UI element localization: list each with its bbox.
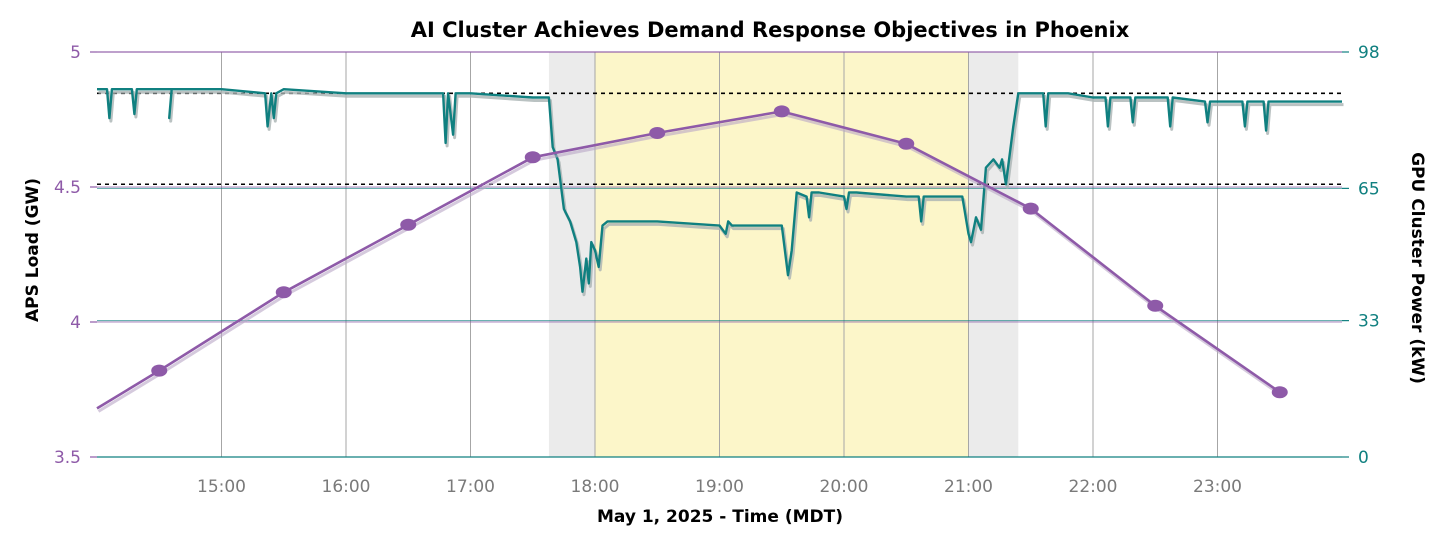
- tick-labels: 15:00 16:00 17:00 18:00 19:00 20:00 21:00 22:00…: [54, 43, 1380, 497]
- y-right-tick-label: 65: [1358, 179, 1380, 199]
- x-tick-label: 18:00: [571, 477, 620, 497]
- y-right-axis-title: GPU Cluster Power (kW): [1407, 152, 1427, 384]
- gpu-series-line: [97, 87, 1342, 293]
- aps-point: [151, 364, 168, 377]
- gpu-series-shadow: [98, 90, 1344, 297]
- shaded-region-yellow-1: [595, 52, 969, 457]
- y-right-tick-label: 98: [1358, 43, 1380, 63]
- aps-point: [1271, 386, 1288, 399]
- aps-series: [96, 105, 1288, 413]
- aps-point: [275, 286, 292, 299]
- x-tick-label: 21:00: [944, 477, 993, 497]
- aps-point: [649, 127, 666, 139]
- aps-point: [1022, 202, 1039, 215]
- x-tick-label: 23:00: [1193, 477, 1242, 497]
- aps-point: [400, 218, 417, 231]
- aps-point: [524, 151, 541, 164]
- chart-title: AI Cluster Achieves Demand Response Obje…: [411, 18, 1130, 42]
- y-left-tick-label: 4: [70, 313, 81, 333]
- grid: [97, 51, 1342, 457]
- y-left-tick-label: 3.5: [54, 448, 81, 468]
- x-tick-label: 16:00: [322, 477, 371, 497]
- aps-point: [1147, 299, 1164, 312]
- aps-point: [773, 105, 790, 118]
- y-right-tick-label: 33: [1358, 312, 1380, 332]
- aps-point: [898, 137, 915, 150]
- y-right-tick-label: 0: [1358, 448, 1369, 468]
- x-tick-label: 19:00: [695, 477, 744, 497]
- x-tick-label: 22:00: [1069, 477, 1118, 497]
- shaded-region-gray-0: [548, 52, 595, 457]
- x-tick-label: 15:00: [197, 477, 246, 497]
- shaded-region-gray-2: [968, 52, 1019, 457]
- gpu-series: [97, 87, 1344, 297]
- x-tick-label: 20:00: [820, 477, 869, 497]
- axes: [90, 51, 1349, 458]
- y-left-tick-label: 4.5: [54, 178, 81, 198]
- y-left-tick-label: 5: [70, 43, 81, 63]
- y-left-axis-title: APS Load (GW): [23, 178, 43, 322]
- x-axis-title: May 1, 2025 - Time (MDT): [597, 507, 843, 527]
- shaded-regions: [548, 52, 1019, 457]
- x-tick-label: 17:00: [446, 477, 495, 497]
